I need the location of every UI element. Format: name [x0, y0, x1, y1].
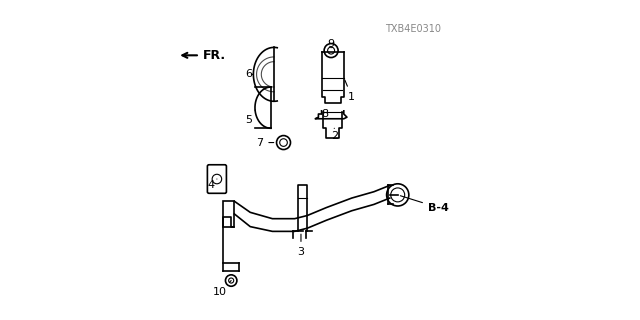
- Text: B-4: B-4: [401, 196, 449, 212]
- Text: 3: 3: [298, 234, 305, 257]
- Text: TXB4E0310: TXB4E0310: [385, 24, 440, 34]
- Text: FR.: FR.: [182, 49, 226, 62]
- Text: 1: 1: [345, 80, 355, 101]
- Text: 10: 10: [213, 281, 231, 297]
- Text: 2: 2: [331, 128, 338, 141]
- Text: 6: 6: [245, 69, 253, 79]
- Text: 7: 7: [256, 138, 274, 148]
- Text: 9: 9: [328, 39, 335, 49]
- Text: 4: 4: [207, 179, 217, 190]
- Text: 5: 5: [245, 110, 255, 125]
- Text: 8: 8: [321, 109, 328, 119]
